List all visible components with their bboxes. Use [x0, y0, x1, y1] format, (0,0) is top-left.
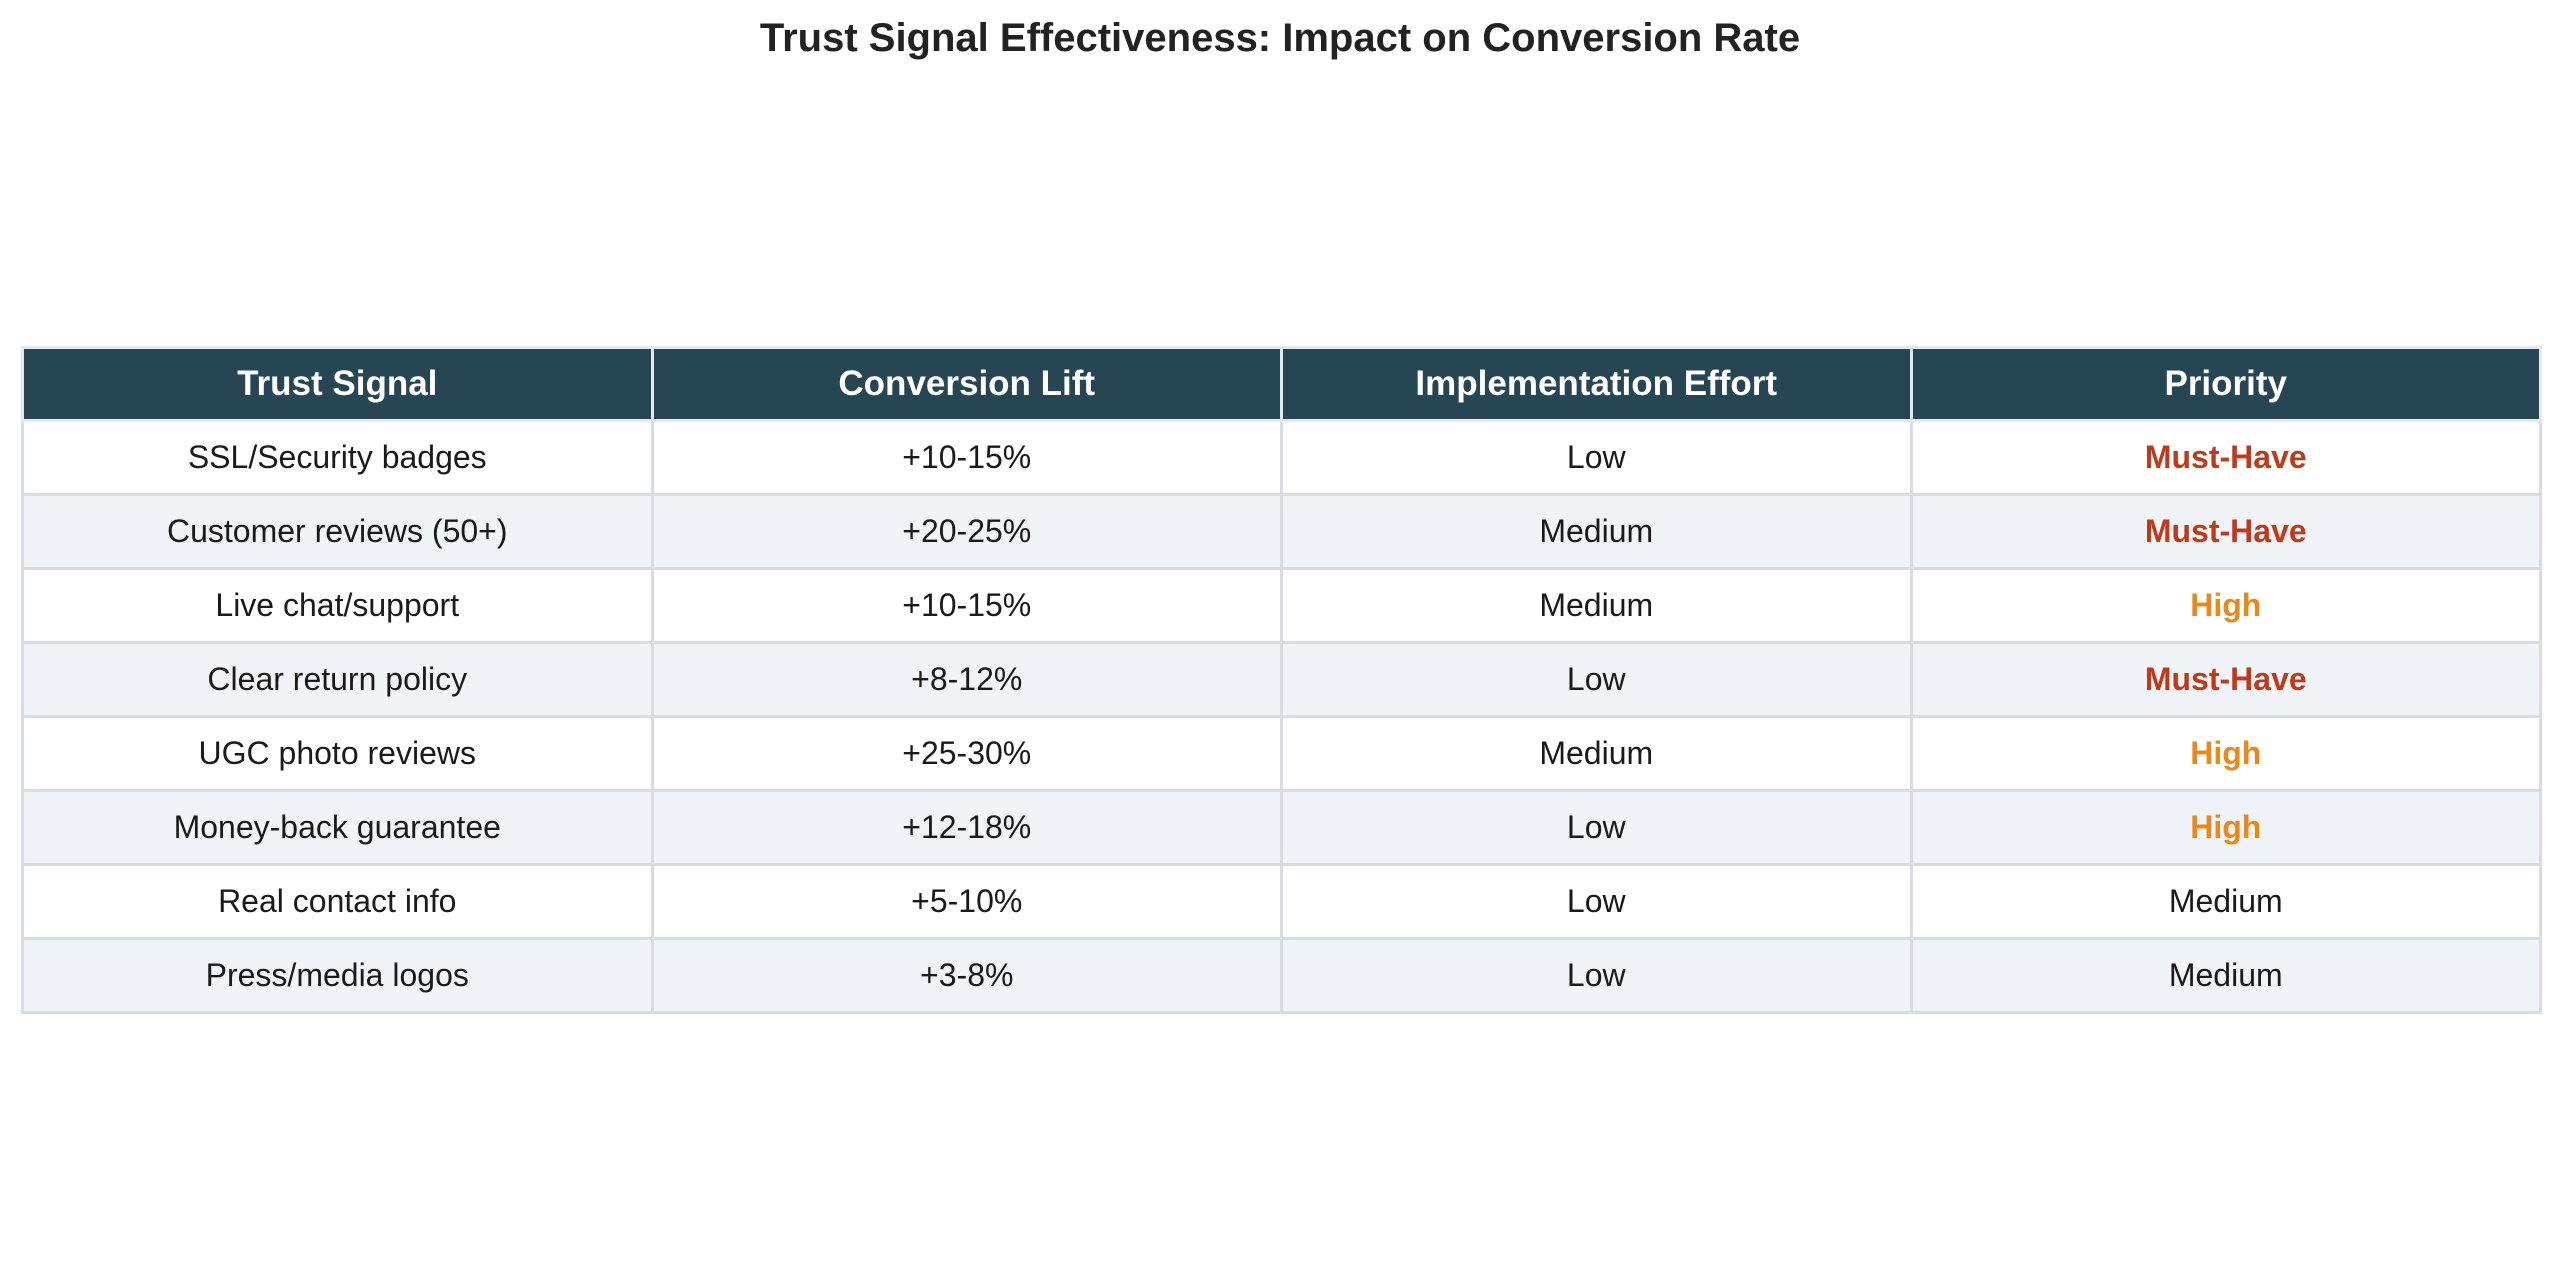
cell-trust-signal: Customer reviews (50+) — [21, 493, 654, 570]
cell-trust-signal: UGC photo reviews — [21, 715, 654, 792]
table-row: Clear return policy +8-12% Low Must-Have — [21, 641, 2542, 718]
cell-implementation-effort: Low — [1280, 937, 1913, 1014]
table-row: Real contact info +5-10% Low Medium — [21, 863, 2542, 940]
cell-implementation-effort: Medium — [1280, 715, 1913, 792]
trust-signal-table: Trust Signal Conversion Lift Implementat… — [21, 346, 2542, 1014]
cell-conversion-lift: +10-15% — [650, 567, 1283, 644]
cell-priority: Medium — [1909, 937, 2542, 1014]
cell-priority: High — [1909, 567, 2542, 644]
cell-conversion-lift: +8-12% — [650, 641, 1283, 718]
table-row: UGC photo reviews +25-30% Medium High — [21, 715, 2542, 792]
cell-priority: Medium — [1909, 863, 2542, 940]
cell-implementation-effort: Low — [1280, 641, 1913, 718]
cell-conversion-lift: +3-8% — [650, 937, 1283, 1014]
cell-implementation-effort: Medium — [1280, 567, 1913, 644]
cell-trust-signal: Clear return policy — [21, 641, 654, 718]
column-header-implementation-effort: Implementation Effort — [1280, 346, 1913, 422]
cell-priority: Must-Have — [1909, 419, 2542, 496]
cell-priority: Must-Have — [1909, 641, 2542, 718]
cell-priority: Must-Have — [1909, 493, 2542, 570]
cell-trust-signal: Live chat/support — [21, 567, 654, 644]
column-header-priority: Priority — [1909, 346, 2542, 422]
trust-signal-table-container: Trust Signal Conversion Lift Implementat… — [21, 346, 2542, 1014]
cell-implementation-effort: Medium — [1280, 493, 1913, 570]
table-row: Live chat/support +10-15% Medium High — [21, 567, 2542, 644]
table-row: SSL/Security badges +10-15% Low Must-Have — [21, 419, 2542, 496]
cell-priority: High — [1909, 789, 2542, 866]
cell-implementation-effort: Low — [1280, 863, 1913, 940]
table-row: Customer reviews (50+) +20-25% Medium Must-… — [21, 493, 2542, 570]
cell-conversion-lift: +10-15% — [650, 419, 1283, 496]
cell-trust-signal: Press/media logos — [21, 937, 654, 1014]
cell-conversion-lift: +25-30% — [650, 715, 1283, 792]
cell-trust-signal: SSL/Security badges — [21, 419, 654, 496]
table-row: Money-back guarantee +12-18% Low High — [21, 789, 2542, 866]
column-header-trust-signal: Trust Signal — [21, 346, 654, 422]
cell-implementation-effort: Low — [1280, 789, 1913, 866]
cell-conversion-lift: +12-18% — [650, 789, 1283, 866]
cell-trust-signal: Money-back guarantee — [21, 789, 654, 866]
cell-implementation-effort: Low — [1280, 419, 1913, 496]
chart-title: Trust Signal Effectiveness: Impact on Co… — [759, 16, 1801, 60]
table-header-row: Trust Signal Conversion Lift Implementat… — [21, 346, 2542, 422]
cell-priority: High — [1909, 715, 2542, 792]
table-row: Press/media logos +3-8% Low Medium — [21, 937, 2542, 1014]
cell-conversion-lift: +5-10% — [650, 863, 1283, 940]
table-body: SSL/Security badges +10-15% Low Must-Have Cu… — [21, 419, 2542, 1014]
cell-conversion-lift: +20-25% — [650, 493, 1283, 570]
column-header-conversion-lift: Conversion Lift — [650, 346, 1283, 422]
cell-trust-signal: Real contact info — [21, 863, 654, 940]
